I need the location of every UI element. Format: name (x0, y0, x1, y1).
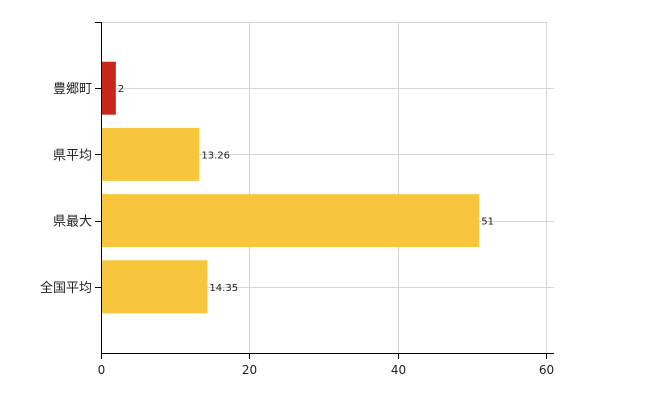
x-tick-label: 60 (539, 363, 554, 377)
data-label: 51 (481, 217, 494, 228)
category-label: 県平均 (53, 148, 92, 163)
category-label: 県最大 (53, 215, 92, 230)
data-label: 14.35 (209, 283, 238, 294)
axes (95, 22, 554, 359)
x-tick-label: 40 (391, 363, 406, 377)
x-tick-label: 0 (98, 363, 106, 377)
x-tick-label: 20 (242, 363, 257, 377)
bar (101, 194, 480, 248)
bars (101, 61, 480, 314)
category-label: 豊郷町 (53, 82, 92, 97)
category-label: 全国平均 (40, 280, 92, 296)
data-label: 13.26 (201, 150, 230, 161)
bar (101, 260, 208, 314)
data-label: 2 (118, 84, 124, 95)
labels: 0 20 40 60 豊郷町 2 県平均 13.26 県最大 51 全国平均 14.35 (40, 82, 554, 377)
bar (101, 127, 200, 181)
bar (101, 61, 116, 115)
